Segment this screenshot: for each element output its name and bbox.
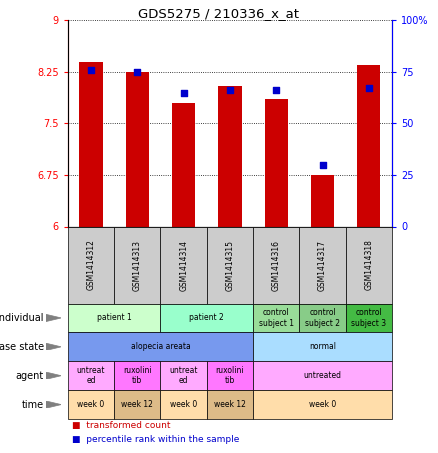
Bar	[79, 62, 102, 226]
Text: untreat
ed: untreat ed	[77, 366, 105, 386]
Text: week 0: week 0	[170, 400, 197, 409]
Point	[134, 68, 141, 76]
Text: individual: individual	[0, 313, 44, 323]
Text: alopecia areata: alopecia areata	[131, 342, 191, 352]
Bar	[311, 175, 334, 226]
Polygon shape	[46, 401, 61, 408]
Text: normal: normal	[309, 342, 336, 352]
Text: GSM1414316: GSM1414316	[272, 240, 281, 290]
Point	[273, 87, 280, 94]
Bar	[172, 103, 195, 226]
Text: untreated: untreated	[304, 371, 342, 380]
Text: GDS5275 / 210336_x_at: GDS5275 / 210336_x_at	[138, 7, 300, 20]
Text: disease state: disease state	[0, 342, 44, 352]
Text: GSM1414313: GSM1414313	[133, 240, 142, 290]
Text: week 0: week 0	[78, 400, 105, 409]
Text: ■  transformed count: ■ transformed count	[72, 421, 171, 430]
Point	[180, 89, 187, 96]
Point	[88, 66, 95, 73]
Text: patient 2: patient 2	[189, 313, 224, 323]
Text: patient 1: patient 1	[97, 313, 131, 323]
Point	[226, 87, 233, 94]
Text: control
subject 2: control subject 2	[305, 308, 340, 328]
Text: ■  percentile rank within the sample: ■ percentile rank within the sample	[72, 435, 240, 444]
Point	[365, 85, 372, 92]
Text: week 12: week 12	[121, 400, 153, 409]
Polygon shape	[46, 372, 61, 379]
Text: ruxolini
tib: ruxolini tib	[215, 366, 244, 386]
Text: GSM1414317: GSM1414317	[318, 240, 327, 290]
Bar	[265, 99, 288, 226]
Bar	[357, 65, 381, 226]
Bar	[219, 86, 241, 226]
Point	[319, 161, 326, 169]
Text: week 0: week 0	[309, 400, 336, 409]
Text: control
subject 1: control subject 1	[259, 308, 294, 328]
Text: GSM1414315: GSM1414315	[226, 240, 234, 290]
Polygon shape	[46, 343, 61, 351]
Text: untreat
ed: untreat ed	[170, 366, 198, 386]
Polygon shape	[46, 314, 61, 322]
Text: GSM1414318: GSM1414318	[364, 240, 373, 290]
Text: GSM1414312: GSM1414312	[87, 240, 95, 290]
Text: ruxolini
tib: ruxolini tib	[123, 366, 152, 386]
Text: agent: agent	[16, 371, 44, 381]
Text: week 12: week 12	[214, 400, 246, 409]
Text: GSM1414314: GSM1414314	[179, 240, 188, 290]
Text: control
subject 3: control subject 3	[351, 308, 386, 328]
Bar	[126, 72, 149, 226]
Text: time: time	[21, 400, 44, 410]
